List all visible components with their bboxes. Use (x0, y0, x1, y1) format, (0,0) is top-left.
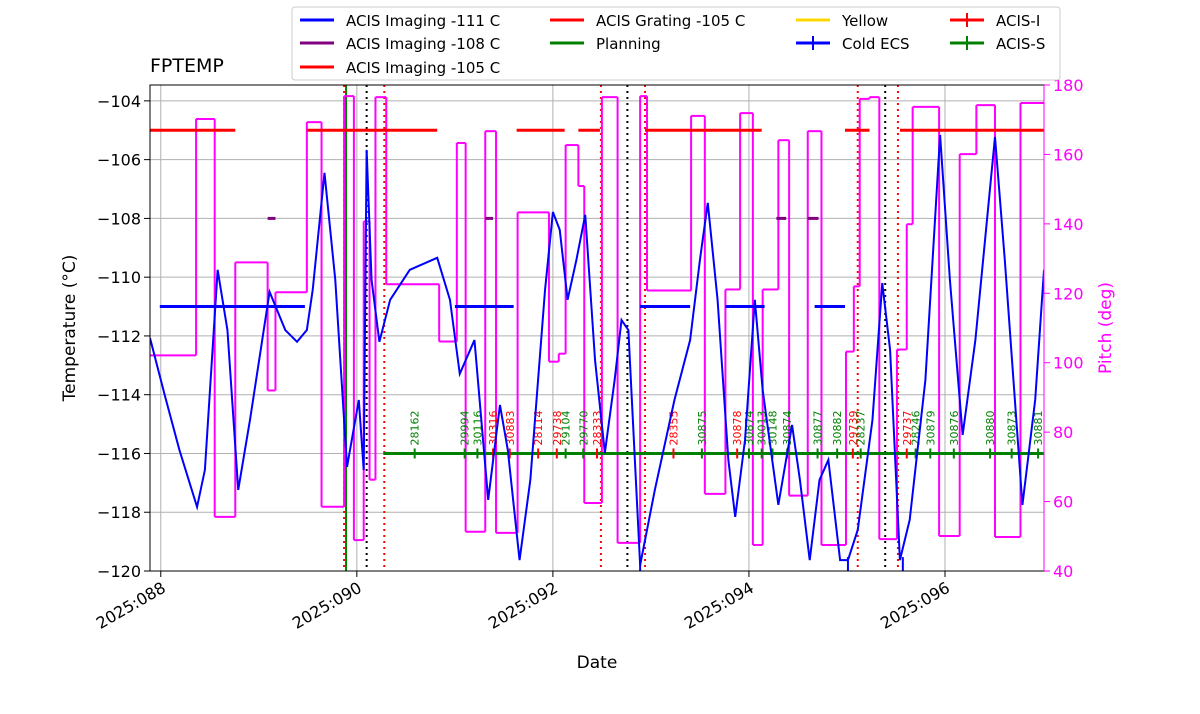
obsid-label: 30877 (812, 410, 825, 445)
legend-label: ACIS Grating -105 C (596, 12, 745, 30)
obsid-label: 30881 (1032, 410, 1045, 445)
legend-box (291, 6, 1061, 81)
legend-label: Planning (596, 35, 661, 53)
x-tick-label: 2025:096 (877, 578, 953, 633)
x-tick-label: 2025:092 (485, 578, 561, 633)
chart-title: FPTEMP (150, 55, 224, 77)
obsid-label: 30875 (696, 410, 709, 445)
y-tick-label: −114 (97, 386, 141, 405)
y-axis-label: Temperature (°C) (60, 255, 80, 403)
obsid-label: 29770 (577, 410, 590, 445)
y-tick-label: −110 (97, 268, 141, 287)
y2-tick-label: 140 (1053, 215, 1084, 234)
y-tick-label: −120 (97, 562, 141, 581)
obsid-label: 30879 (924, 410, 937, 445)
y-tick-label: −106 (97, 151, 141, 170)
obsid-label: 30883 (504, 410, 517, 445)
obsid-label: 30880 (984, 410, 997, 445)
y-tick-label: −104 (97, 92, 141, 111)
obsid-label: 30882 (831, 410, 844, 445)
obsid-label: 29738 (551, 410, 564, 445)
obsid-label: 28355 (667, 410, 680, 445)
y2-tick-label: 120 (1053, 284, 1084, 303)
legend-label: ACIS-I (996, 12, 1040, 30)
legend-label: ACIS-S (996, 35, 1045, 53)
y2-tick-label: 80 (1053, 423, 1073, 442)
legend-label: ACIS Imaging -105 C (346, 59, 500, 77)
x-tick-label: 2025:090 (289, 578, 365, 633)
x-axis-label: Date (577, 653, 618, 673)
obsid-label: 29737 (901, 410, 914, 445)
plot-area: 30316 30883 28114 29738 28333 28355 30878 29739… (150, 85, 1045, 571)
legend-label: ACIS Imaging -108 C (346, 35, 500, 53)
x-tick-label: 2025:094 (681, 578, 757, 633)
obsid-label: 28237 (855, 410, 868, 445)
temperature-line (150, 134, 1044, 566)
obsid-label: 29994 (459, 410, 472, 445)
y-tick-label: −118 (97, 503, 141, 522)
legend-label: ACIS Imaging -111 C (346, 12, 500, 30)
obsid-label: 29104 (560, 410, 573, 445)
y2-tick-label: 40 (1053, 562, 1073, 581)
legend-label: Cold ECS (842, 35, 910, 53)
y-tick-label: −108 (97, 209, 141, 228)
y2-tick-label: 160 (1053, 145, 1084, 164)
y2-tick-label: 100 (1053, 354, 1084, 373)
y-tick-label: −112 (97, 327, 141, 346)
y2-axis-label: Pitch (deg) (1096, 282, 1116, 374)
obsid-label: 28162 (409, 410, 422, 445)
obsid-label: 30878 (731, 410, 744, 445)
x-tick-label: 2025:088 (93, 578, 169, 633)
y-tick-label: −116 (97, 444, 141, 463)
obsid-label: 30013 (756, 410, 769, 445)
obsid-label: 29739 (847, 410, 860, 445)
y2-tick-label: 180 (1053, 76, 1084, 95)
legend: ACIS Imaging -111 C ACIS Imaging -108 C AC… (291, 6, 1061, 81)
y2-tick-label: 60 (1053, 493, 1073, 512)
obsid-label: 30876 (948, 410, 961, 445)
legend-label: Yellow (841, 12, 888, 30)
